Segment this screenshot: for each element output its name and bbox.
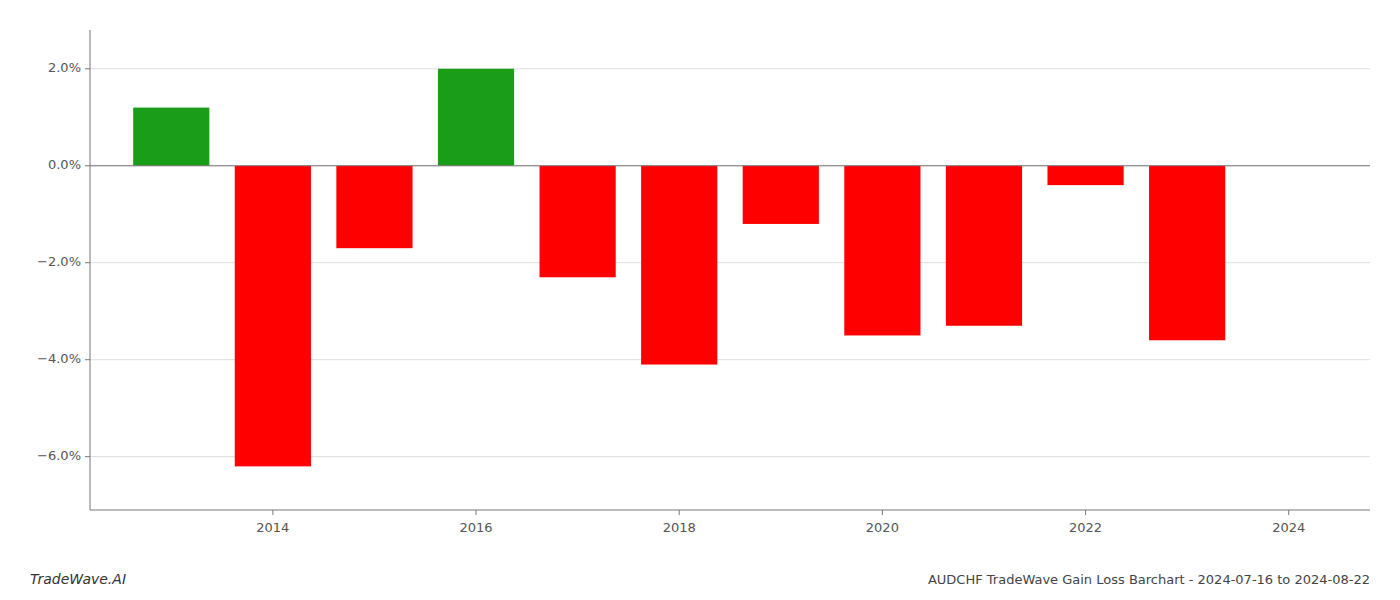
x-tick bbox=[476, 510, 477, 515]
bar bbox=[438, 69, 514, 166]
y-tick-label: −2.0% bbox=[37, 254, 81, 269]
y-axis-line bbox=[90, 30, 91, 510]
x-tick bbox=[882, 510, 883, 515]
y-tick bbox=[85, 165, 90, 166]
watermark: TradeWave.AI bbox=[30, 571, 126, 587]
zero-line bbox=[90, 165, 1370, 166]
x-tick bbox=[272, 510, 273, 515]
x-tick-label: 2016 bbox=[459, 520, 492, 535]
x-axis-line bbox=[90, 510, 1370, 511]
y-tick bbox=[85, 262, 90, 263]
y-tick-label: −4.0% bbox=[37, 351, 81, 366]
x-axis: 2014 2016 2018 2020 2022 2024 bbox=[90, 510, 1370, 535]
x-tick-label: 2024 bbox=[1272, 520, 1305, 535]
bar bbox=[844, 166, 920, 336]
y-tick-label: 2.0% bbox=[48, 60, 81, 75]
x-tick-label: 2020 bbox=[866, 520, 899, 535]
x-tick bbox=[1288, 510, 1289, 515]
bar bbox=[133, 108, 209, 166]
grid-line bbox=[90, 68, 1370, 69]
bar bbox=[336, 166, 412, 248]
y-tick-label: 0.0% bbox=[48, 157, 81, 172]
y-tick bbox=[85, 359, 90, 360]
y-tick-label: −6.0% bbox=[37, 448, 81, 463]
bar bbox=[1149, 166, 1225, 341]
grid-line bbox=[90, 165, 1370, 166]
chart: −6.0%−4.0%−2.0%0.0%2.0%20142016201820202… bbox=[0, 0, 1400, 600]
x-tick bbox=[679, 510, 680, 515]
bar bbox=[235, 166, 311, 467]
y-axis: −6.0% −4.0% −2.0% 0.0% 2.0% bbox=[37, 30, 90, 510]
bars bbox=[133, 69, 1225, 467]
x-tick-label: 2022 bbox=[1069, 520, 1102, 535]
y-tick bbox=[85, 456, 90, 457]
y-tick bbox=[85, 68, 90, 69]
x-tick-label: 2018 bbox=[663, 520, 696, 535]
x-tick-label: 2014 bbox=[256, 520, 289, 535]
bar bbox=[946, 166, 1022, 326]
bar bbox=[1047, 166, 1123, 185]
x-tick bbox=[1085, 510, 1086, 515]
title: AUDCHF TradeWave Gain Loss Barchart - 20… bbox=[928, 572, 1370, 587]
bar bbox=[743, 166, 819, 224]
bar bbox=[540, 166, 616, 278]
bar bbox=[641, 166, 717, 365]
